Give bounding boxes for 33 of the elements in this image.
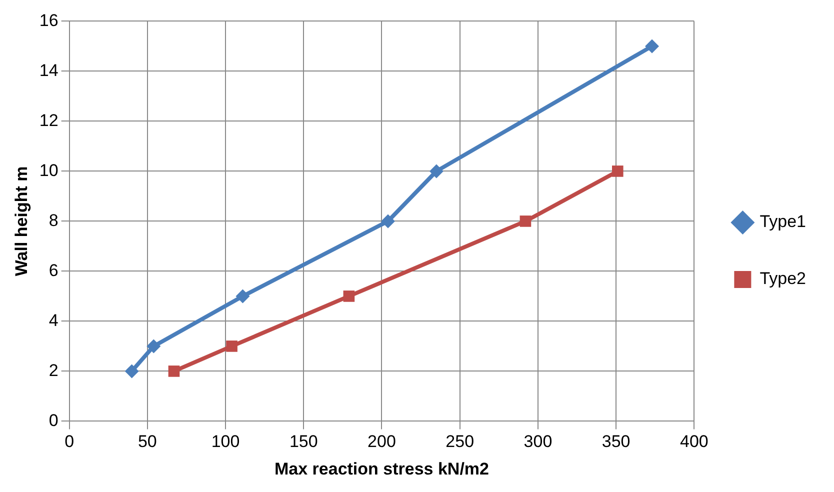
point bbox=[226, 340, 238, 352]
x-tick-label: 350 bbox=[602, 432, 630, 452]
point bbox=[124, 364, 139, 378]
legend-label: Type1 bbox=[760, 212, 806, 232]
y-tick-label: 8 bbox=[48, 210, 58, 230]
y-axis-title: Wall height m bbox=[12, 166, 31, 276]
y-tick-label: 14 bbox=[39, 60, 58, 80]
y-tick-label: 0 bbox=[48, 410, 58, 430]
x-tick-label: 300 bbox=[524, 432, 552, 452]
x-tick-label: 250 bbox=[446, 432, 474, 452]
x-tick-label: 50 bbox=[138, 432, 157, 452]
point bbox=[381, 214, 395, 228]
y-tick-label: 12 bbox=[39, 110, 58, 130]
point bbox=[236, 289, 250, 304]
point bbox=[612, 166, 624, 177]
x-tick-label: 100 bbox=[211, 432, 240, 452]
point bbox=[146, 339, 161, 354]
point bbox=[429, 164, 444, 178]
point bbox=[343, 290, 355, 302]
y-tick-label: 2 bbox=[48, 360, 58, 380]
x-axis-title: Max reaction stress kN/m2 bbox=[274, 459, 489, 478]
point bbox=[520, 216, 532, 227]
x-tick-label: 400 bbox=[680, 432, 708, 452]
x-tick-label: 150 bbox=[289, 432, 318, 452]
y-tick-label: 10 bbox=[39, 160, 58, 180]
point bbox=[645, 39, 660, 54]
x-tick-label: 200 bbox=[368, 432, 396, 452]
legend-label: Type2 bbox=[760, 269, 806, 288]
x-tick-label: 0 bbox=[64, 432, 74, 452]
y-tick-label: 6 bbox=[48, 260, 58, 280]
y-tick-label: 4 bbox=[48, 310, 58, 330]
point bbox=[168, 366, 180, 377]
y-tick-label: 16 bbox=[39, 10, 58, 30]
